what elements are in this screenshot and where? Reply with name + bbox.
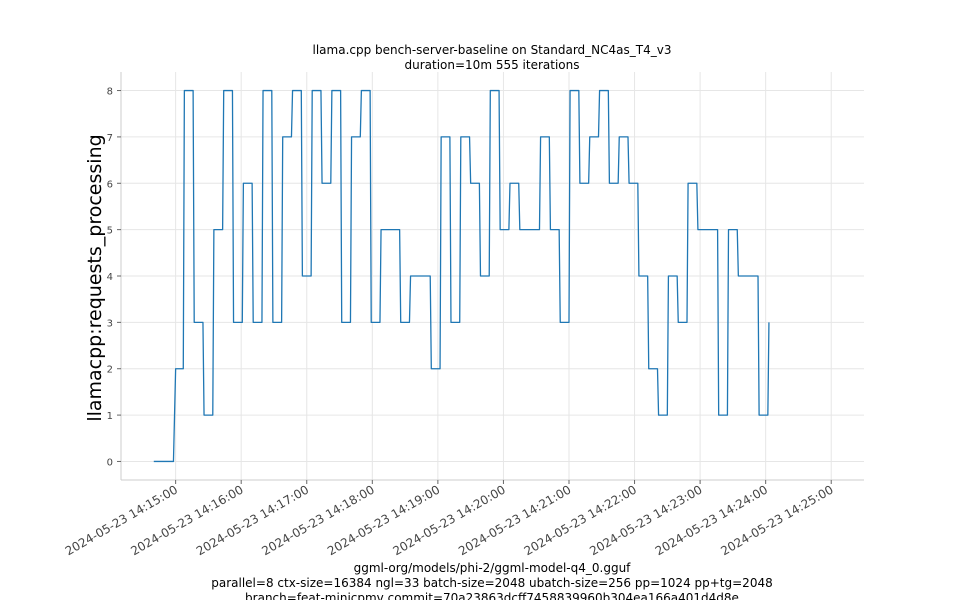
x-tick-label: 2024-05-23 14:20:00 xyxy=(391,482,508,558)
x-label-line-2: parallel=8 ctx-size=16384 ngl=33 batch-s… xyxy=(211,576,772,590)
series-layer xyxy=(153,89,770,463)
y-axis-label: llamacpp:requests_processing xyxy=(84,134,106,421)
x-tick-label: 2024-05-23 14:23:00 xyxy=(587,482,704,558)
y-tick-label: 6 xyxy=(107,179,113,190)
y-tick-label: 7 xyxy=(107,133,113,144)
x-tick-label: 2024-05-23 14:15:00 xyxy=(63,482,180,558)
x-tick-label: 2024-05-23 14:21:00 xyxy=(456,482,573,558)
y-tick-label: 4 xyxy=(107,272,113,283)
y-tick-label: 2 xyxy=(107,365,113,376)
y-ticks: 0 1 2 3 4 5 6 7 8 xyxy=(107,87,121,468)
chart-subtitle: duration=10m 555 iterations xyxy=(405,58,580,72)
x-tick-label: 2024-05-23 14:18:00 xyxy=(259,482,376,558)
x-tick-label: 2024-05-23 14:24:00 xyxy=(653,482,770,558)
grid-layer xyxy=(121,72,864,480)
x-label-line-3: branch=feat-minicpmv commit=70a23863dcff… xyxy=(245,591,739,600)
x-tick-label: 2024-05-23 14:22:00 xyxy=(522,482,639,558)
x-tick-label: 2024-05-23 14:19:00 xyxy=(325,482,442,558)
y-tick-label: 8 xyxy=(107,87,113,98)
x-label-line-1: ggml-org/models/phi-2/ggml-model-q4_0.gg… xyxy=(354,561,632,575)
series-line xyxy=(153,89,770,463)
y-tick-label: 1 xyxy=(107,411,113,422)
x-tick-label: 2024-05-23 14:25:00 xyxy=(718,482,835,558)
y-tick-label: 0 xyxy=(107,457,113,468)
y-tick-label: 3 xyxy=(107,318,113,329)
chart-title: llama.cpp bench-server-baseline on Stand… xyxy=(313,43,672,57)
x-tick-label: 2024-05-23 14:17:00 xyxy=(194,482,311,558)
x-tick-label: 2024-05-23 14:16:00 xyxy=(128,482,245,558)
y-tick-label: 5 xyxy=(107,226,113,237)
